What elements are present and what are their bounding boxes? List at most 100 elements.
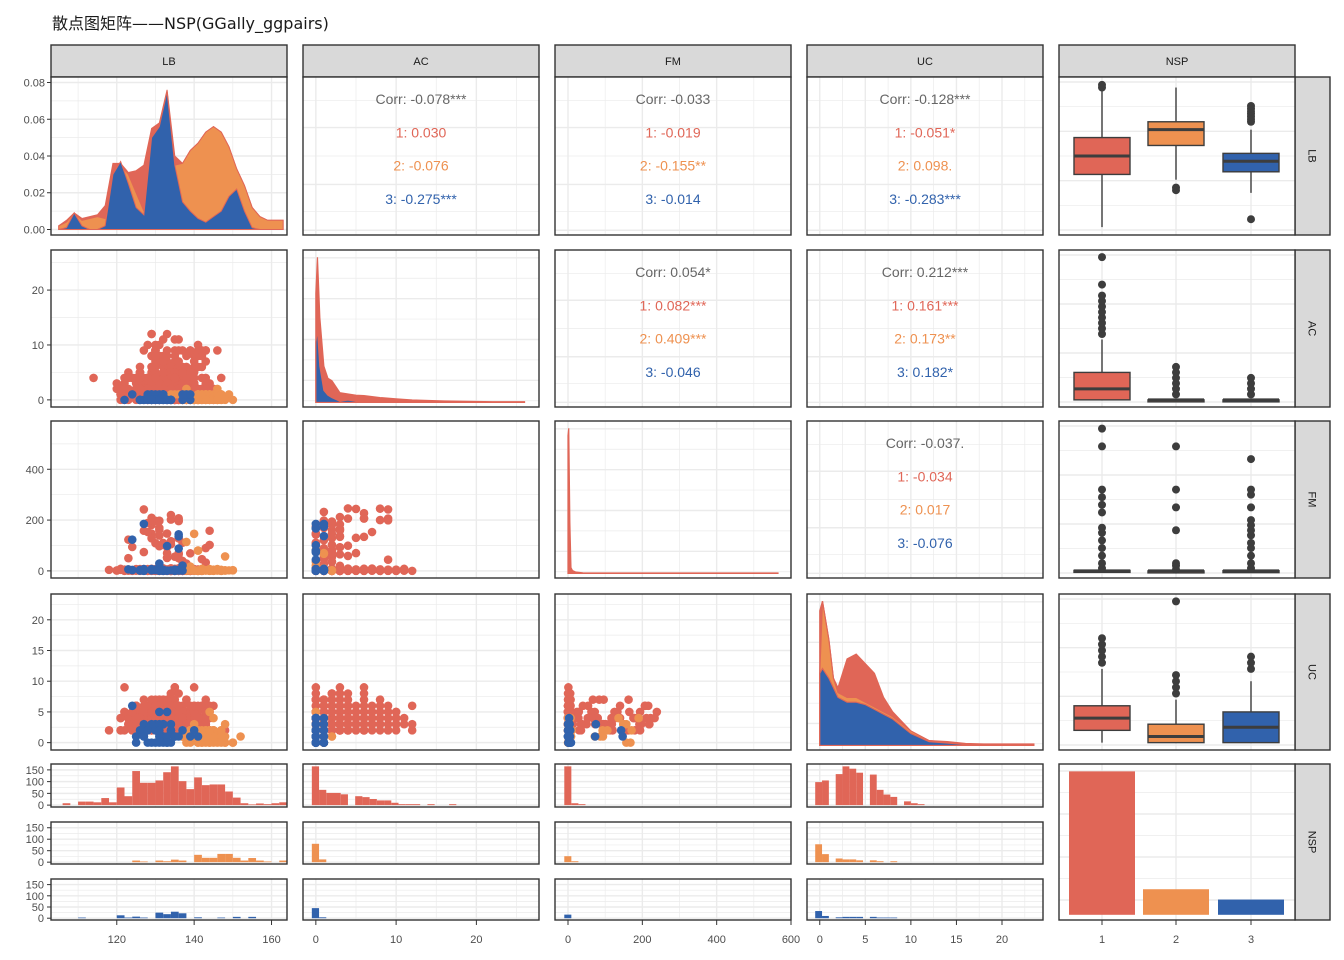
scatter-point-group3 bbox=[155, 566, 164, 575]
nsp-bar-panel bbox=[1059, 764, 1295, 920]
histogram-bar-group1 bbox=[139, 782, 148, 806]
histogram-bar-group1 bbox=[178, 781, 187, 806]
panel-border bbox=[50, 878, 288, 921]
scatter-point-group1 bbox=[375, 713, 385, 723]
scatter-point-group1 bbox=[359, 713, 369, 723]
scatter-point-group1 bbox=[139, 707, 149, 717]
scatter-point-group1 bbox=[185, 346, 195, 355]
scatter-point-group2 bbox=[209, 732, 218, 741]
histogram-bar-group1 bbox=[849, 768, 857, 806]
scatter-point-group1 bbox=[162, 553, 172, 562]
scatter-point-group1 bbox=[407, 726, 417, 735]
scatter-point-group3 bbox=[162, 541, 172, 551]
scatter-point-group1 bbox=[359, 719, 369, 729]
scatter-point-group1 bbox=[335, 550, 345, 559]
histogram-bar-group3 bbox=[849, 916, 857, 919]
histogram-bar-group2 bbox=[815, 844, 823, 863]
histogram-bar-group1 bbox=[835, 774, 843, 806]
scatter-point-group1 bbox=[116, 726, 125, 735]
scatter-point-group2 bbox=[205, 726, 214, 735]
scatter-point-group1 bbox=[311, 695, 321, 704]
scatter-point-group2 bbox=[228, 738, 238, 747]
scatter-point-group1 bbox=[319, 507, 329, 517]
x-tick-label: 120 bbox=[108, 934, 126, 946]
histogram-bar-group1 bbox=[405, 804, 413, 806]
histogram-bar-group1 bbox=[225, 791, 233, 806]
box-outlier bbox=[1098, 646, 1106, 655]
corr-group2: 2: 0.098. bbox=[898, 158, 953, 174]
histogram-bar-group1 bbox=[256, 803, 264, 806]
histogram-bar-group1 bbox=[564, 766, 572, 806]
scatter-point-group1 bbox=[174, 357, 183, 366]
row-strip-label: NSP bbox=[1306, 831, 1318, 854]
box-outlier bbox=[1172, 526, 1180, 535]
scatter-point-group1 bbox=[155, 516, 164, 526]
scatter-point-group1 bbox=[311, 701, 321, 711]
histogram-bar-group2 bbox=[876, 861, 884, 863]
scatter-point-group1 bbox=[104, 565, 114, 575]
scatter-point-group1 bbox=[335, 542, 345, 552]
scatter-point-group3 bbox=[319, 732, 329, 741]
scatter-point-group1 bbox=[151, 701, 160, 711]
row-strip-label: LB bbox=[1306, 149, 1318, 162]
box-outlier bbox=[1098, 329, 1106, 338]
box-outlier bbox=[1247, 652, 1255, 661]
scatter-point-group1 bbox=[193, 340, 203, 350]
scatter-point-group1 bbox=[359, 565, 369, 575]
corr-group2: 2: -0.155** bbox=[640, 158, 707, 174]
corr-group1: 1: 0.030 bbox=[396, 124, 447, 140]
scatter-point-group2 bbox=[193, 546, 203, 555]
histogram-bar-group2 bbox=[139, 861, 148, 863]
scatter-point-group3 bbox=[166, 719, 176, 729]
scatter-point-group3 bbox=[311, 732, 321, 741]
scatter-point-group2 bbox=[220, 552, 230, 561]
histogram-bar-group1 bbox=[384, 800, 392, 806]
density-area-group3 bbox=[58, 91, 284, 230]
scatter-panel-FM-UC-background bbox=[555, 594, 791, 750]
scatter-point-group2 bbox=[189, 719, 199, 729]
scatter-point-group1 bbox=[343, 565, 353, 574]
scatter-point-group1 bbox=[335, 531, 345, 541]
histogram-panel-AC-group2-background bbox=[303, 822, 539, 864]
row-strip-label: UC bbox=[1306, 664, 1318, 680]
histogram-bar-group1 bbox=[186, 789, 195, 806]
histogram-bar-group3 bbox=[155, 912, 164, 919]
panel-border bbox=[554, 878, 792, 921]
scatter-point-group1 bbox=[359, 726, 369, 735]
scatter-point-group3 bbox=[564, 719, 573, 729]
histogram-panel-AC-group3 bbox=[303, 879, 539, 920]
box-outlier bbox=[1172, 362, 1180, 371]
scatter-point-group1 bbox=[327, 713, 337, 723]
scatter-point-group1 bbox=[201, 373, 211, 383]
histogram-panel-UC-group2 bbox=[807, 822, 1043, 864]
corr-group1: 1: 0.161*** bbox=[892, 297, 959, 313]
scatter-point-group1 bbox=[127, 542, 137, 552]
histogram-panel-UC-group1 bbox=[807, 764, 1043, 807]
scatter-point-group3 bbox=[155, 707, 164, 717]
scatter-point-group1 bbox=[375, 695, 385, 704]
column-strip-UC bbox=[806, 44, 1044, 78]
x-tick-label: 15 bbox=[950, 934, 962, 946]
panel-border bbox=[302, 878, 540, 921]
histogram-panel-FM-group3 bbox=[555, 879, 791, 920]
scatter-point-group1 bbox=[327, 695, 337, 704]
scatter-point-group3 bbox=[319, 564, 329, 574]
y-tick-label: 0 bbox=[38, 395, 44, 407]
box-outlier bbox=[1098, 80, 1106, 89]
histogram-bar-group1 bbox=[355, 796, 363, 806]
y-tick-label: 20 bbox=[32, 285, 44, 297]
scatter-point-group1 bbox=[319, 707, 329, 717]
panel-border bbox=[302, 76, 540, 236]
scatter-point-group1 bbox=[216, 373, 226, 383]
histogram-bar-group1 bbox=[578, 804, 586, 806]
density-area-group3 bbox=[819, 667, 1034, 747]
histogram-bar-group2 bbox=[869, 860, 877, 863]
y-tick-label: 150 bbox=[26, 880, 44, 892]
scatter-point-group3 bbox=[127, 701, 137, 711]
scatter-point-group1 bbox=[375, 565, 385, 574]
scatter-point-group3 bbox=[185, 390, 195, 399]
histogram-bar-group2 bbox=[163, 861, 171, 863]
histogram-panel-FM-group2 bbox=[555, 822, 791, 864]
histogram-bar-group1 bbox=[340, 794, 348, 806]
scatter-point-group1 bbox=[564, 695, 573, 704]
